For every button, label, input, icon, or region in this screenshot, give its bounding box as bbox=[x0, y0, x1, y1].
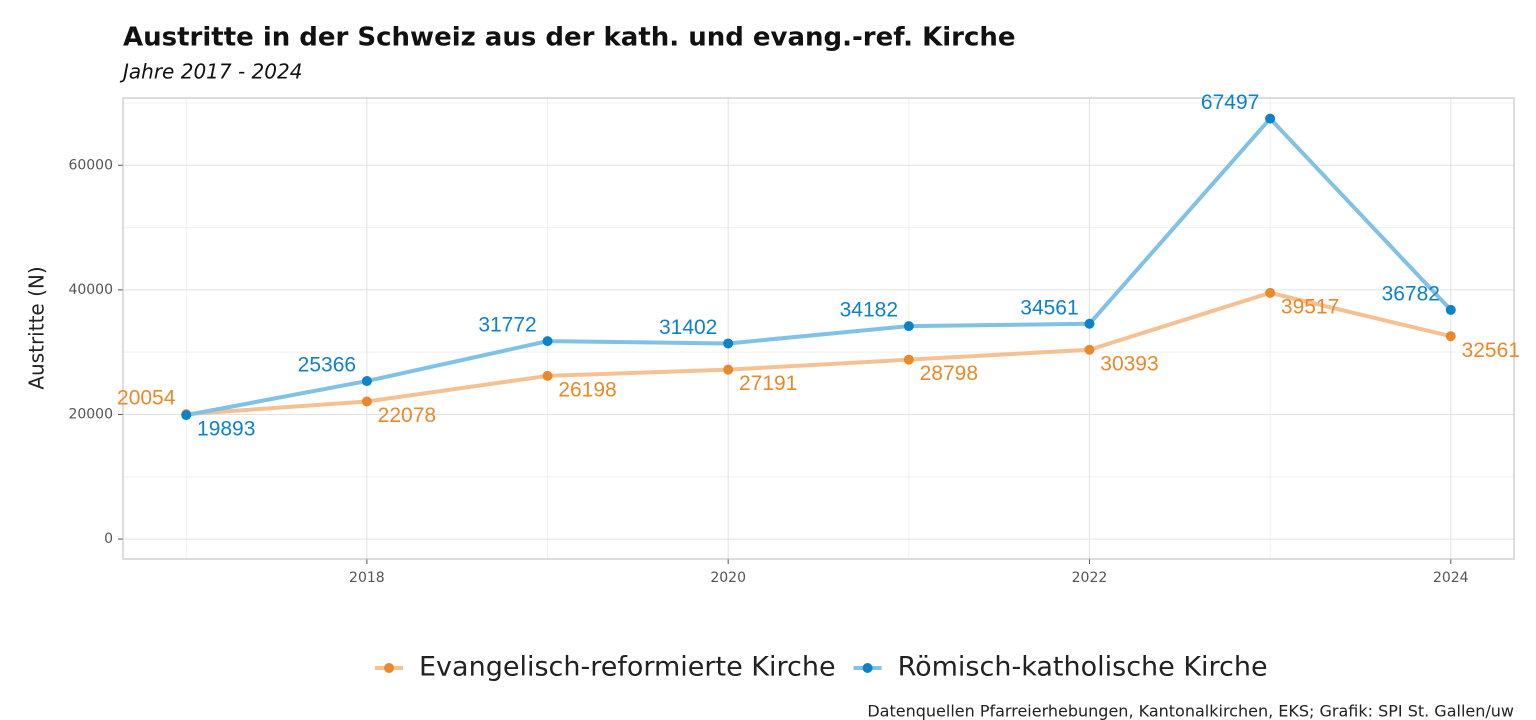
y-axis-label: Austritte (N) bbox=[25, 266, 49, 389]
legend-point bbox=[384, 663, 394, 673]
y-tick-label: 40000 bbox=[68, 282, 113, 298]
data-point bbox=[1265, 113, 1276, 124]
data-label: 34182 bbox=[840, 299, 898, 322]
data-label: 19893 bbox=[197, 418, 255, 441]
data-point bbox=[723, 338, 734, 349]
data-label: 36782 bbox=[1382, 282, 1440, 305]
caption: Datenquellen Pfarreierhebungen, Kantonal… bbox=[867, 702, 1514, 720]
data-label: 22078 bbox=[378, 404, 436, 427]
series-line bbox=[186, 290, 1452, 417]
data-point bbox=[1445, 304, 1456, 315]
data-point bbox=[1084, 344, 1095, 355]
data-point bbox=[903, 354, 914, 365]
data-label: 25366 bbox=[298, 354, 356, 377]
legend-point bbox=[862, 663, 873, 673]
data-point bbox=[1445, 331, 1456, 342]
data-point bbox=[723, 364, 734, 375]
y-tick-label: 0 bbox=[104, 531, 113, 547]
data-point bbox=[1084, 318, 1095, 329]
y-tick-label: 60000 bbox=[68, 157, 113, 173]
series-line bbox=[185, 115, 1453, 418]
legend-label: Evangelisch-reformierte Kirche bbox=[419, 652, 836, 683]
plot-border bbox=[122, 97, 1515, 560]
data-point bbox=[1265, 287, 1276, 298]
data-point bbox=[542, 370, 553, 381]
x-tick-label: 2020 bbox=[710, 570, 746, 586]
legend-label: Römisch-katholische Kirche bbox=[898, 652, 1268, 683]
data-point bbox=[542, 336, 553, 347]
chart-subtitle: Jahre 2017 - 2024 bbox=[119, 60, 302, 84]
data-label: 26198 bbox=[558, 378, 616, 401]
chart-title: Austritte in der Schweiz aus der kath. u… bbox=[123, 23, 1016, 53]
y-tick-label: 20000 bbox=[68, 406, 113, 422]
data-point bbox=[361, 376, 372, 387]
data-label: 27191 bbox=[739, 372, 797, 395]
data-label: 31772 bbox=[478, 314, 536, 337]
data-label: 20054 bbox=[117, 387, 176, 410]
data-label: 39517 bbox=[1281, 295, 1339, 318]
data-label: 67497 bbox=[1201, 91, 1259, 114]
data-point bbox=[361, 396, 372, 407]
data-label: 28798 bbox=[920, 362, 978, 385]
data-label: 32561 bbox=[1462, 339, 1520, 362]
data-label: 34561 bbox=[1020, 296, 1078, 319]
data-label: 30393 bbox=[1100, 352, 1158, 375]
x-tick-label: 2018 bbox=[349, 570, 385, 586]
x-tick-label: 2022 bbox=[1072, 570, 1108, 586]
data-point bbox=[181, 410, 192, 421]
data-label: 31402 bbox=[659, 316, 717, 339]
x-tick-label: 2024 bbox=[1433, 570, 1469, 586]
data-point bbox=[903, 321, 914, 332]
